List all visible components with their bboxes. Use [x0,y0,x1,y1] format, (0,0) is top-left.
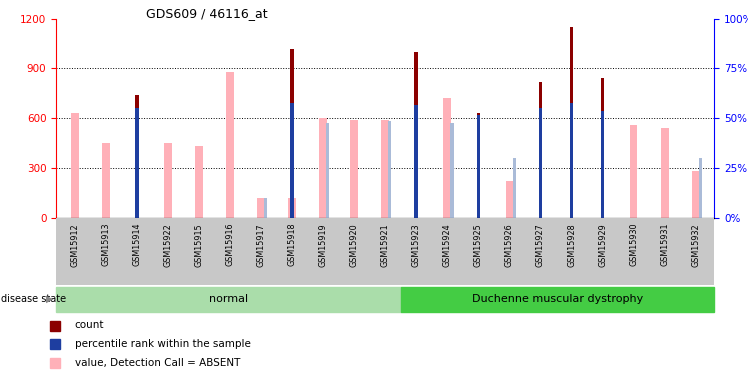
Text: GSM15932: GSM15932 [691,223,700,267]
Text: GSM15917: GSM15917 [257,223,266,267]
Bar [319,118,327,218]
Bar [570,27,574,218]
Bar [71,113,79,218]
Bar [570,103,574,218]
Text: GSM15925: GSM15925 [474,223,483,267]
Text: GSM15921: GSM15921 [381,223,390,267]
Bar [195,146,203,218]
Text: Duchenne muscular dystrophy: Duchenne muscular dystrophy [472,294,643,304]
Bar [601,78,604,218]
Bar [660,128,669,217]
Text: GSM15914: GSM15914 [132,223,141,266]
Bar [381,120,389,218]
Bar [414,105,418,218]
Bar [630,125,637,217]
Bar [164,143,172,218]
Bar [539,82,542,218]
Text: GSM15930: GSM15930 [629,223,638,266]
Text: GSM15915: GSM15915 [194,223,203,267]
Text: GSM15913: GSM15913 [101,223,110,266]
Bar [450,123,453,218]
Text: GSM15922: GSM15922 [163,223,172,267]
Text: GSM15929: GSM15929 [598,223,607,267]
Text: GSM15923: GSM15923 [411,223,421,267]
Text: GSM15916: GSM15916 [225,223,234,266]
Bar [388,122,391,218]
Bar [601,111,604,218]
Bar [290,49,294,217]
Bar [56,286,401,312]
Bar [692,171,699,217]
Text: GSM15927: GSM15927 [536,223,545,267]
Text: percentile rank within the sample: percentile rank within the sample [75,339,251,349]
Bar [401,286,714,312]
Text: GSM15924: GSM15924 [443,223,452,267]
Text: GSM15919: GSM15919 [319,223,328,267]
Bar [288,198,296,217]
Text: GSM15931: GSM15931 [660,223,669,266]
Text: GSM15920: GSM15920 [349,223,359,267]
Text: GSM15926: GSM15926 [505,223,514,267]
Bar [290,103,294,218]
Text: GDS609 / 46116_at: GDS609 / 46116_at [146,8,268,21]
Bar [257,198,265,217]
Bar [476,115,480,218]
Bar [326,123,329,218]
Bar [506,181,513,218]
Text: value, Detection Call = ABSENT: value, Detection Call = ABSENT [75,358,240,368]
Bar [414,52,418,217]
Bar [264,198,267,217]
Bar [444,98,451,218]
Bar [512,158,515,218]
Bar [226,72,234,217]
Text: count: count [75,321,104,330]
Bar [350,120,358,218]
Text: GSM15912: GSM15912 [70,223,79,267]
Text: GSM15918: GSM15918 [287,223,296,266]
Bar [699,158,702,218]
Text: GSM15928: GSM15928 [567,223,576,267]
Text: normal: normal [209,294,248,304]
Bar [539,108,542,218]
Bar [102,143,110,218]
Bar [476,113,480,218]
Bar [135,95,138,218]
Bar [135,108,138,218]
Text: ▶: ▶ [46,294,54,304]
Text: disease state: disease state [1,294,66,304]
